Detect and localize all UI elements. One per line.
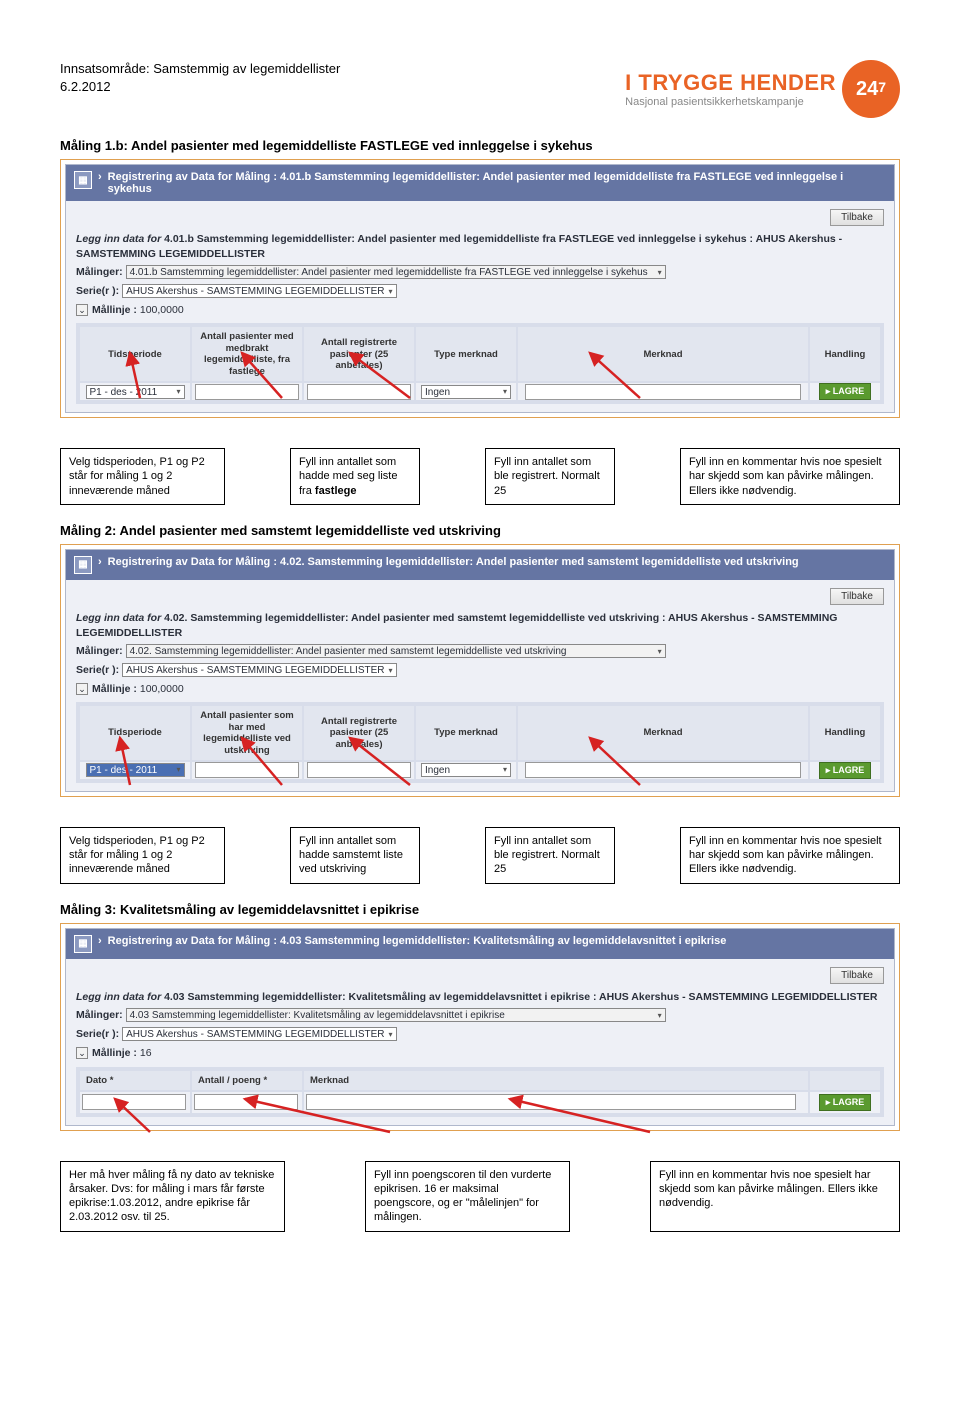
toggle-icon[interactable]: ⌄: [76, 683, 88, 695]
chevron-icon: ›: [98, 171, 102, 183]
poeng-input[interactable]: [194, 1094, 298, 1110]
toggle-icon[interactable]: ⌄: [76, 1047, 88, 1059]
ss1-header: ▦ › Registrering av Data for Måling : 4.…: [66, 165, 894, 201]
data-table-1: Tidsperiode Antall pasienter med medbrak…: [76, 323, 884, 404]
serie-dropdown[interactable]: AHUS Akershus - SAMSTEMMING LEGEMIDDELLI…: [122, 1027, 396, 1041]
lagre-button[interactable]: LAGRE: [819, 383, 872, 400]
callout-1-1: Velg tidsperioden, P1 og P2 står for mål…: [60, 448, 225, 505]
screenshot-3-frame: ▦ › Registrering av Data for Måling : 4.…: [60, 923, 900, 1131]
section-3: Måling 3: Kvalitetsmåling av legemiddela…: [60, 902, 900, 1232]
merknad-input[interactable]: [525, 762, 801, 778]
callout-2-3: Fyll inn antallet som ble registrert. No…: [485, 827, 615, 884]
screenshot-1-frame: ▦ › Registrering av Data for Måling : 4.…: [60, 159, 900, 418]
malinger-dropdown[interactable]: 4.03 Samstemming legemiddellister: Kvali…: [126, 1008, 666, 1022]
lagre-button[interactable]: LAGRE: [819, 762, 872, 779]
merknad-input[interactable]: [306, 1094, 796, 1110]
chevron-icon: ›: [98, 935, 102, 947]
callout-2-1: Velg tidsperioden, P1 og P2 står for mål…: [60, 827, 225, 884]
logo-main-text: I TRYGGE HENDER: [625, 70, 836, 96]
antall-registrerte-input[interactable]: [307, 762, 412, 778]
logo-subtitle: Nasjonal pasientsikkerhetskampanje: [625, 96, 804, 108]
section-2-title: Måling 2: Andel pasienter med samstemt l…: [60, 523, 900, 538]
callout-3-1: Her må hver måling få ny dato av teknisk…: [60, 1161, 285, 1232]
callout-2-2: Fyll inn antallet som hadde samstemt lis…: [290, 827, 420, 884]
merknad-input[interactable]: [525, 384, 801, 400]
chevron-icon: ›: [98, 556, 102, 568]
callout-2-4: Fyll inn en kommentar hvis noe spesielt …: [680, 827, 900, 884]
serie-dropdown[interactable]: AHUS Akershus - SAMSTEMMING LEGEMIDDELLI…: [122, 284, 396, 298]
tilbake-button[interactable]: Tilbake: [830, 967, 884, 984]
section-3-title: Måling 3: Kvalitetsmåling av legemiddela…: [60, 902, 900, 917]
logo: I TRYGGE HENDER Nasjonal pasientsikkerhe…: [625, 60, 900, 118]
tilbake-button[interactable]: Tilbake: [830, 588, 884, 605]
header-line2: 6.2.2012: [60, 78, 340, 96]
period-dropdown[interactable]: P1 - des - 2011: [86, 385, 185, 399]
callout-1-2: Fyll inn antallet som hadde med seg list…: [290, 448, 420, 505]
period-dropdown[interactable]: P1 - des - 2011: [86, 763, 185, 777]
tilbake-button[interactable]: Tilbake: [830, 209, 884, 226]
chart-icon: ▦: [74, 935, 92, 953]
callout-1-4: Fyll inn en kommentar hvis noe spesielt …: [680, 448, 900, 505]
ss2-header: ▦ › Registrering av Data for Måling : 4.…: [66, 550, 894, 580]
ss3-header: ▦ › Registrering av Data for Måling : 4.…: [66, 929, 894, 959]
data-table-3: Dato * Antall / poeng * Merknad LAGRE: [76, 1067, 884, 1117]
page-header: Innsatsområde: Samstemmig av legemiddell…: [60, 60, 900, 118]
type-merknad-dropdown[interactable]: Ingen: [421, 763, 511, 777]
header-line1: Innsatsområde: Samstemmig av legemiddell…: [60, 60, 340, 78]
screenshot-2-frame: ▦ › Registrering av Data for Måling : 4.…: [60, 544, 900, 797]
header-left: Innsatsområde: Samstemmig av legemiddell…: [60, 60, 340, 96]
serie-dropdown[interactable]: AHUS Akershus - SAMSTEMMING LEGEMIDDELLI…: [122, 663, 396, 677]
section-2: Måling 2: Andel pasienter med samstemt l…: [60, 523, 900, 884]
dato-input[interactable]: [82, 1094, 186, 1110]
callout-1-3: Fyll inn antallet som ble registrert. No…: [485, 448, 615, 505]
callout-3-2: Fyll inn poengscoren til den vurderte ep…: [365, 1161, 570, 1232]
malinger-dropdown[interactable]: 4.02. Samstemming legemiddellister: Ande…: [126, 644, 666, 658]
data-table-2: Tidsperiode Antall pasienter som har med…: [76, 702, 884, 783]
antall-fastlege-input[interactable]: [195, 384, 300, 400]
antall-utskriving-input[interactable]: [195, 762, 300, 778]
type-merknad-dropdown[interactable]: Ingen: [421, 385, 511, 399]
malinger-dropdown[interactable]: 4.01.b Samstemming legemiddellister: And…: [126, 265, 666, 279]
lagre-button[interactable]: LAGRE: [819, 1094, 872, 1111]
section-1-title: Måling 1.b: Andel pasienter med legemidd…: [60, 138, 900, 153]
antall-registrerte-input[interactable]: [307, 384, 412, 400]
chart-icon: ▦: [74, 556, 92, 574]
logo-circle-icon: 247: [842, 60, 900, 118]
section-1: Måling 1.b: Andel pasienter med legemidd…: [60, 138, 900, 505]
chart-icon: ▦: [74, 171, 92, 189]
toggle-icon[interactable]: ⌄: [76, 304, 88, 316]
callout-3-3: Fyll inn en kommentar hvis noe spesielt …: [650, 1161, 900, 1232]
